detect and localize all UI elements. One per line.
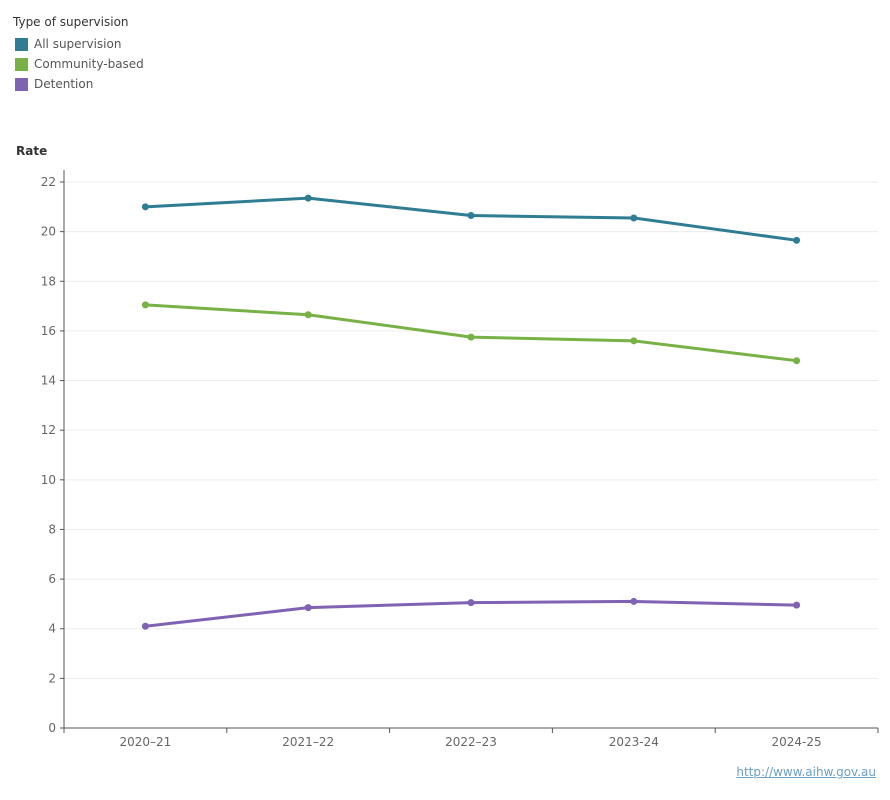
x-tick-label-0: 2020–21	[119, 735, 171, 749]
y-tick-label-12: 12	[41, 423, 56, 437]
legend-label-detention: Detention	[34, 77, 94, 91]
legend-item-detention[interactable]: Detention	[13, 74, 144, 94]
data-point-community-based-3	[630, 337, 638, 345]
legend-label-community-based: Community-based	[34, 57, 144, 71]
data-point-detention-4	[793, 601, 801, 609]
y-tick-label-22: 22	[41, 175, 56, 189]
data-point-all-supervision-1	[304, 194, 312, 202]
legend-item-all-supervision[interactable]: All supervision	[13, 34, 144, 54]
data-point-community-based-1	[304, 311, 312, 319]
y-axis-title: Rate	[16, 144, 47, 158]
data-point-detention-0	[141, 622, 149, 630]
chart-legend: Type of supervision All supervision Comm…	[13, 14, 144, 94]
data-point-community-based-0	[141, 301, 149, 309]
y-tick-label-6: 6	[48, 572, 56, 586]
series-line-all-supervision	[143, 196, 799, 242]
x-tick-label-1: 2021–22	[282, 735, 334, 749]
data-point-community-based-2	[467, 333, 475, 341]
x-tick-label-3: 2023-24	[609, 735, 659, 749]
legend-swatch-detention	[15, 77, 28, 91]
y-tick-label-20: 20	[41, 225, 56, 239]
data-point-all-supervision-2	[467, 212, 475, 220]
y-tick-label-14: 14	[41, 374, 56, 388]
y-tick-label-4: 4	[48, 622, 56, 636]
x-tick-label-2: 2022–23	[445, 735, 497, 749]
series-line-community-based	[143, 303, 799, 363]
legend-label-all-supervision: All supervision	[34, 37, 122, 51]
data-point-detention-1	[304, 604, 312, 612]
data-point-detention-3	[630, 597, 638, 605]
legend-item-community-based[interactable]: Community-based	[13, 54, 144, 74]
y-tick-label-16: 16	[41, 324, 56, 338]
legend-swatch-community-based	[15, 57, 28, 71]
data-point-community-based-4	[793, 357, 801, 365]
data-point-all-supervision-4	[793, 236, 801, 244]
y-tick-label-8: 8	[48, 522, 56, 536]
x-tick-label-4: 2024-25	[772, 735, 822, 749]
y-tick-label-10: 10	[41, 473, 56, 487]
y-tick-label-2: 2	[48, 671, 56, 685]
data-point-all-supervision-3	[630, 214, 638, 222]
legend-title: Type of supervision	[13, 15, 129, 29]
y-tick-label-18: 18	[41, 274, 56, 288]
legend-swatch-all-supervision	[15, 37, 28, 51]
source-link[interactable]: http://www.aihw.gov.au	[736, 765, 876, 779]
data-point-all-supervision-0	[141, 203, 149, 211]
data-point-detention-2	[467, 599, 475, 607]
y-tick-label-0: 0	[48, 721, 56, 735]
